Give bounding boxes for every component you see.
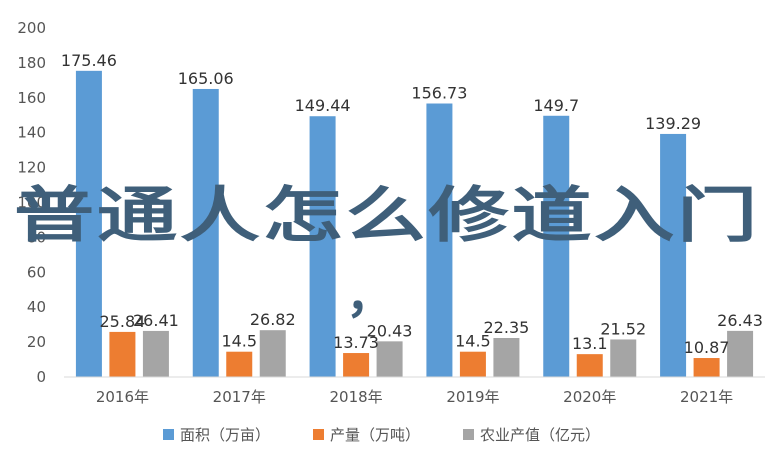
bar-output xyxy=(343,353,370,377)
legend-swatch xyxy=(463,429,474,440)
bar-value xyxy=(259,330,286,377)
legend: 面积（万亩） 产量（万吨） 农业产值（亿元） xyxy=(163,426,600,444)
legend-swatch xyxy=(163,429,174,440)
bar-output xyxy=(109,331,136,377)
legend-label: 产量（万吨） xyxy=(330,426,420,444)
data-label: 20.43 xyxy=(367,321,413,340)
x-tick-label: 2020年 xyxy=(563,388,616,406)
x-tick-label: 2019年 xyxy=(446,388,499,406)
legend-label: 农业产值（亿元） xyxy=(480,426,600,444)
data-label: 13.1 xyxy=(572,334,608,353)
y-tick-label: 120 xyxy=(17,159,46,177)
bar-area xyxy=(543,115,570,377)
bar-output xyxy=(226,351,253,377)
data-label: 14.5 xyxy=(221,332,257,351)
overlay-watermark-text: 普通人怎么修道入门 xyxy=(14,181,760,251)
x-axis: 2016年 2017年 2018年 2019年 2020年 2021年 xyxy=(96,388,733,406)
y-tick-label: 20 xyxy=(27,333,46,351)
x-tick-label: 2018年 xyxy=(329,388,382,406)
y-tick-label: 200 xyxy=(17,19,46,37)
y-tick-label: 0 xyxy=(36,368,46,386)
y-tick-label: 180 xyxy=(17,54,46,72)
y-tick-label: 40 xyxy=(27,298,46,316)
bar-value xyxy=(142,330,169,377)
bar-area xyxy=(75,70,102,377)
legend-label: 面积（万亩） xyxy=(180,426,270,444)
x-tick-label: 2021年 xyxy=(680,388,733,406)
data-label: 14.5 xyxy=(455,332,491,351)
data-label: 139.29 xyxy=(645,114,701,133)
bar-output xyxy=(693,358,720,377)
data-label: 26.82 xyxy=(250,310,296,329)
bar-value xyxy=(376,341,403,377)
data-label: 22.35 xyxy=(484,318,530,337)
y-axis: 0 20 40 60 80 100 120 140 160 180 200 xyxy=(17,19,46,386)
bar-area xyxy=(426,103,453,377)
bar-area xyxy=(309,116,336,377)
y-tick-label: 140 xyxy=(17,124,46,142)
legend-swatch xyxy=(313,429,324,440)
data-label: 149.7 xyxy=(533,96,579,115)
bar-area xyxy=(660,133,687,377)
data-label: 165.06 xyxy=(178,69,234,88)
overlay-comma: ， xyxy=(346,268,396,324)
bar-value xyxy=(727,330,754,377)
bar-value xyxy=(610,339,637,377)
data-label: 26.43 xyxy=(717,311,763,330)
data-label: 10.87 xyxy=(684,338,730,357)
data-label: 13.73 xyxy=(333,333,379,352)
bar-area xyxy=(192,88,219,377)
data-label: 21.52 xyxy=(600,319,646,338)
data-label: 156.73 xyxy=(411,84,467,103)
y-tick-label: 100 xyxy=(17,194,46,212)
data-label: 25.84 xyxy=(100,312,146,331)
data-label: 175.46 xyxy=(61,51,117,70)
bar-output xyxy=(576,354,603,377)
y-tick-label: 60 xyxy=(27,263,46,281)
y-tick-label: 160 xyxy=(17,89,46,107)
bar-output xyxy=(459,351,486,377)
bar-value xyxy=(493,337,520,377)
x-tick-label: 2017年 xyxy=(213,388,266,406)
bars xyxy=(75,70,754,377)
y-tick-label: 80 xyxy=(27,228,46,246)
data-label: 26.41 xyxy=(133,311,179,330)
data-label: 149.44 xyxy=(295,96,351,115)
x-tick-label: 2016年 xyxy=(96,388,149,406)
